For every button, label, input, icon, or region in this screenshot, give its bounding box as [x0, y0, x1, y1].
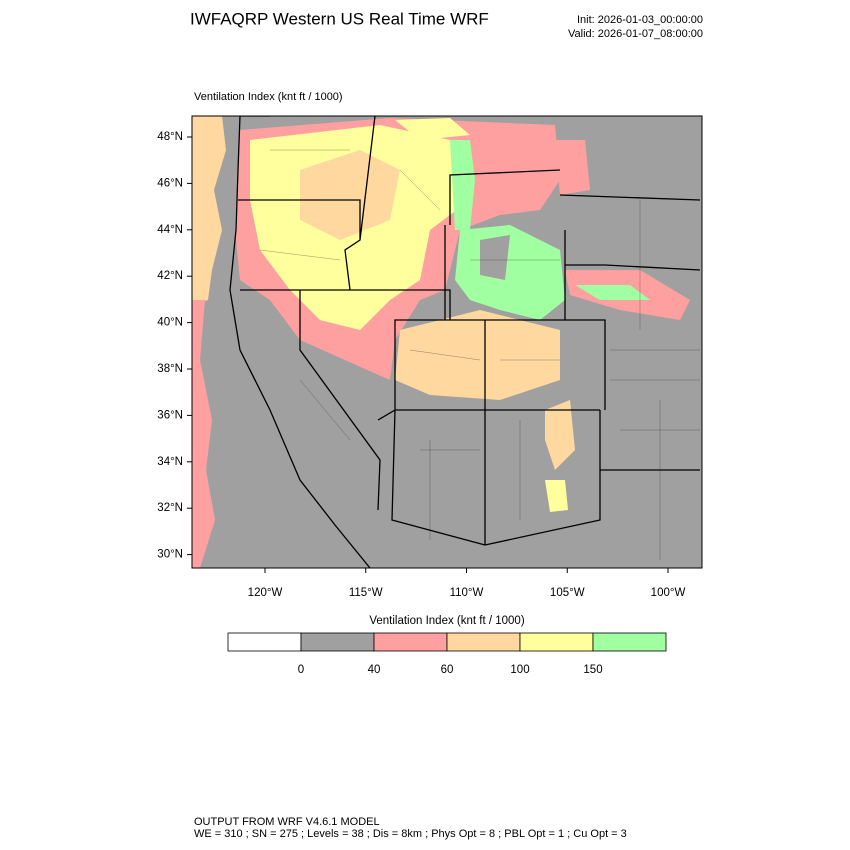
- lat-tick-label: 48°N: [157, 131, 183, 143]
- lon-tick-label: 120°W: [248, 587, 283, 599]
- lat-tick-label: 40°N: [157, 317, 183, 329]
- lat-tick-label: 30°N: [157, 549, 183, 561]
- field-colorado-tan: [395, 310, 560, 400]
- lon-tick-label: 115°W: [349, 587, 383, 599]
- state-borders: [238, 116, 701, 546]
- colorbar-box: [373, 632, 448, 652]
- lon-tick-label: 100°W: [651, 587, 686, 599]
- colorbar-label: 60: [441, 664, 454, 676]
- field-nm-tan: [545, 400, 575, 470]
- map-field: [192, 116, 702, 568]
- field-nebraska-green: [575, 285, 650, 300]
- colorbar-box: [519, 632, 594, 652]
- colorbar-label: 100: [510, 664, 529, 676]
- field-border-yellow: [395, 118, 470, 140]
- field-wyoming-gray: [480, 235, 510, 280]
- field-ocean-pink: [192, 300, 215, 568]
- valid-time: Valid: 2026-01-07_08:00:00: [568, 28, 703, 40]
- coastline: [229, 116, 371, 568]
- lon-tick-label: 110°W: [450, 587, 484, 599]
- init-time: Init: 2026-01-03_00:00:00: [577, 14, 703, 26]
- field-north-tan: [300, 150, 400, 240]
- lon-tick-label: 105°W: [550, 587, 585, 599]
- colorbar: 0 40 60 100 150: [227, 632, 667, 676]
- lat-tick-label: 36°N: [157, 409, 183, 421]
- lat-tick-label: 34°N: [157, 456, 183, 468]
- field-nd-pink: [555, 140, 590, 195]
- title: IWFAQRP Western US Real Time WRF: [190, 9, 489, 28]
- field-ocean-tan: [192, 116, 226, 305]
- map-axes: 48°N 46°N 44°N 42°N 40°N 38°N 36°N 34°N 32°N 30°N…: [157, 131, 685, 599]
- lat-tick-label: 42°N: [157, 270, 183, 282]
- colorbar-label: 150: [583, 664, 602, 676]
- colorbar-title: Ventilation Index (knt ft / 1000): [369, 615, 525, 627]
- colorbar-label: 0: [298, 664, 304, 676]
- colorbar-box: [592, 632, 667, 652]
- lat-tick-label: 32°N: [157, 502, 183, 514]
- lat-tick-label: 46°N: [157, 177, 183, 189]
- county-borders: [259, 149, 700, 560]
- lat-tick-label: 38°N: [157, 363, 183, 375]
- field-montana-green: [450, 140, 475, 230]
- colorbar-label: 40: [368, 664, 381, 676]
- colorbar-box: [300, 632, 375, 652]
- lat-tick-label: 44°N: [157, 224, 183, 236]
- colorbar-box: [446, 632, 521, 652]
- map-subtitle: Ventilation Index (knt ft / 1000): [194, 91, 343, 103]
- footer-line: WE = 310 ; SN = 275 ; Levels = 38 ; Dis …: [194, 828, 627, 840]
- footer-line: OUTPUT FROM WRF V4.6.1 MODEL: [194, 816, 380, 828]
- map-frame: [191, 115, 703, 569]
- colorbar-box: [227, 632, 302, 652]
- field-nm-yellow: [545, 480, 568, 512]
